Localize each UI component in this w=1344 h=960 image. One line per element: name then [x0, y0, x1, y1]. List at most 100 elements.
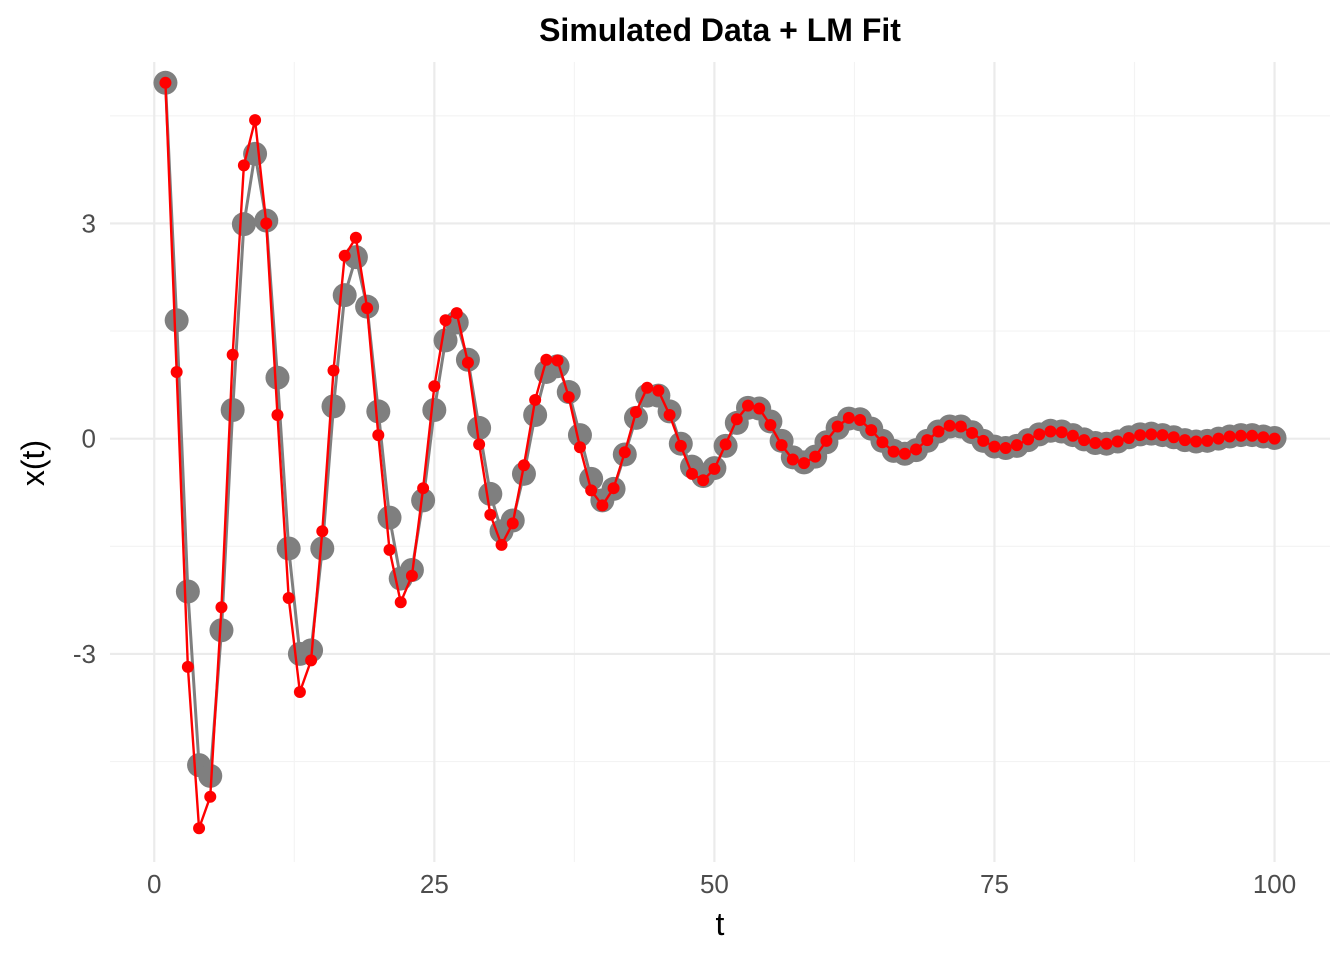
fit-point — [764, 419, 777, 432]
fit-point — [181, 660, 194, 673]
fit-point — [316, 525, 329, 538]
observed-point — [579, 466, 604, 491]
observed-point — [310, 536, 335, 561]
fit-point — [753, 402, 766, 415]
fit-point — [405, 569, 418, 582]
observed-point — [321, 394, 346, 419]
observed-point — [265, 365, 290, 390]
fit-point — [1178, 434, 1191, 447]
observed-point — [511, 461, 536, 486]
fit-point — [708, 462, 721, 475]
fit-point — [562, 391, 575, 404]
fit-point — [999, 442, 1012, 455]
fit-point — [1257, 431, 1270, 444]
fit-point — [372, 429, 385, 442]
fit-point — [249, 114, 262, 127]
fit-point — [820, 434, 833, 447]
fit-point — [831, 420, 844, 433]
fit-point — [674, 439, 687, 452]
fit-point — [484, 508, 497, 521]
fit-point — [383, 543, 396, 556]
fit-point — [1100, 437, 1113, 450]
x-tick-label: 0 — [147, 869, 161, 899]
fit-point — [887, 445, 900, 458]
fit-point — [282, 591, 295, 604]
fit-point — [865, 424, 878, 437]
fit-point — [1234, 429, 1247, 442]
observed-point — [164, 308, 189, 333]
fit-point — [1268, 432, 1281, 445]
observed-point — [175, 579, 200, 604]
fit-series — [159, 76, 1281, 835]
observed-point — [209, 618, 234, 643]
fit-point — [775, 439, 788, 452]
fit-point — [1134, 429, 1147, 442]
fit-point — [663, 409, 676, 421]
observed-point — [220, 397, 245, 422]
fit-point — [271, 409, 284, 421]
fit-point — [842, 411, 855, 424]
observed-point — [343, 245, 368, 270]
fit-point — [1044, 425, 1057, 438]
fit-point — [361, 302, 374, 315]
fit-point — [786, 453, 799, 466]
fit-point — [898, 447, 911, 460]
fit-point — [652, 384, 665, 397]
observed-point — [231, 212, 256, 237]
fit-point — [159, 76, 172, 89]
fit-point — [932, 425, 945, 438]
fit-point — [327, 364, 340, 377]
fit-point — [551, 354, 564, 367]
fit-point — [988, 440, 1001, 453]
fit-point — [943, 419, 956, 432]
chart-title: Simulated Data + LM Fit — [539, 12, 901, 48]
fit-point — [349, 231, 362, 244]
fit-point — [1212, 432, 1225, 445]
observed-point — [411, 488, 436, 513]
fit-point — [260, 217, 273, 230]
fit-point — [1190, 435, 1203, 448]
y-tick-label: 3 — [82, 208, 96, 238]
fit-point — [1089, 436, 1102, 449]
fit-point — [1010, 439, 1023, 452]
fit-point — [1223, 430, 1236, 443]
fit-point — [540, 353, 553, 366]
fit-point — [495, 538, 508, 551]
fit-point — [954, 420, 967, 433]
observed-point — [433, 328, 458, 353]
observed-point — [332, 283, 357, 308]
fit-point — [1145, 428, 1158, 441]
fit-point — [1122, 431, 1135, 444]
fit-point — [215, 601, 228, 614]
fit-point — [798, 457, 811, 470]
fit-point — [1246, 429, 1259, 442]
y-axis-title: x(t) — [15, 440, 51, 486]
x-tick-label: 75 — [980, 869, 1009, 899]
fit-point — [293, 685, 306, 698]
fit-point — [193, 822, 206, 835]
fit-point — [641, 381, 654, 394]
y-tick-labels: -3 0 3 — [73, 208, 96, 668]
fit-point — [1201, 434, 1214, 447]
y-tick-label: 0 — [82, 424, 96, 454]
y-tick-label: -3 — [73, 639, 96, 669]
observed-point — [478, 481, 503, 506]
fit-point — [204, 790, 217, 803]
fit-point — [809, 450, 822, 463]
x-tick-label: 25 — [420, 869, 449, 899]
observed-point — [377, 505, 402, 530]
observed-point — [467, 415, 492, 440]
fit-point — [685, 467, 698, 480]
fit-point — [697, 474, 710, 487]
fit-point — [585, 484, 598, 497]
observed-point — [523, 403, 548, 427]
fit-point — [428, 380, 441, 393]
fit-point — [607, 482, 620, 495]
fit-point — [910, 443, 923, 456]
fit-point — [719, 438, 732, 451]
x-tick-labels: 0 25 50 75 100 — [147, 869, 1296, 899]
fit-point — [618, 446, 631, 459]
fit-point — [966, 426, 979, 439]
